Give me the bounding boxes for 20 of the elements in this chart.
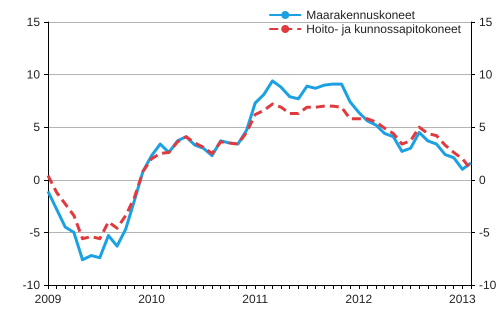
y-tick-label: 5 xyxy=(33,120,40,134)
y2-tick-label: -5 xyxy=(479,225,490,240)
x-tick-label: 2012 xyxy=(345,292,372,306)
x-tick-label: 2013 xyxy=(449,292,476,306)
line-series xyxy=(46,102,472,240)
legend-label: Hoito- ja kunnossapitokoneet xyxy=(306,22,462,36)
legend-label: Maarakennuskoneet xyxy=(306,8,416,22)
y-tick-label: 0 xyxy=(33,172,40,187)
y-tick-label: -10 xyxy=(22,278,40,292)
y2-tick-label: 5 xyxy=(479,120,486,134)
x-tick-label: 2010 xyxy=(138,292,166,306)
y2-tick-label: 15 xyxy=(479,15,493,29)
y-tick-label: 15 xyxy=(26,15,40,29)
y-tick-label: -5 xyxy=(29,225,40,240)
x-tick-label: 2011 xyxy=(242,292,268,306)
y-tick-label: 10 xyxy=(26,68,40,82)
x-tick-label: 2009 xyxy=(34,292,62,306)
y2-tick-label: 10 xyxy=(479,68,493,82)
y2-tick-label: -10 xyxy=(479,278,497,292)
y2-tick-label: 0 xyxy=(479,172,486,187)
